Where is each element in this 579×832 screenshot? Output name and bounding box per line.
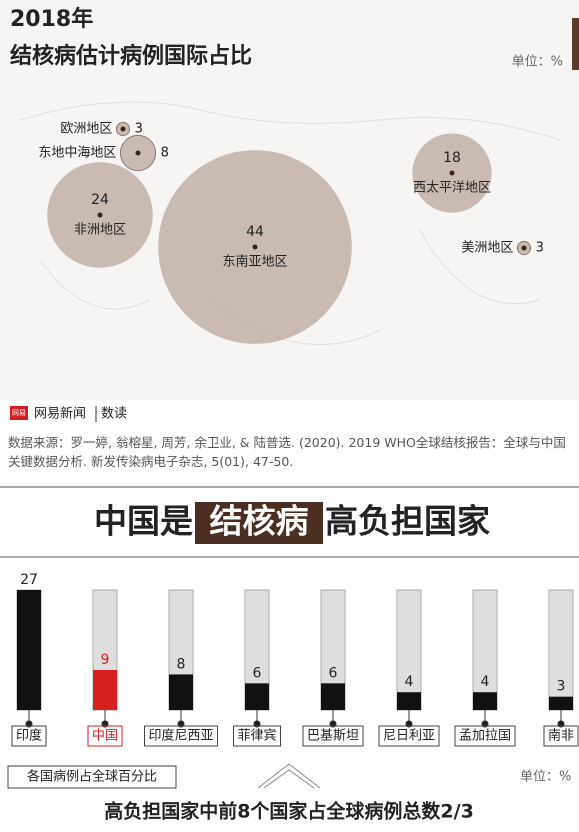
- banner-highlight-text: 结核病: [210, 502, 309, 541]
- category-label: 菲律宾: [237, 728, 276, 744]
- category-box: [543, 725, 579, 747]
- bar: [245, 683, 269, 710]
- footer: 高负担国家中前8个国家占全球病例总数2/3: [104, 800, 474, 823]
- accent-bar: [572, 18, 579, 70]
- map-subtitle: 结核病估计病例国际占比: [10, 43, 252, 69]
- category-box: [11, 725, 47, 747]
- value-label: 3: [135, 122, 143, 137]
- bubble-center: [521, 245, 527, 251]
- category-label: 南非: [548, 728, 574, 744]
- category-box: [302, 725, 364, 747]
- region-label: 东地中海地区: [38, 146, 116, 161]
- brand-section: 数读: [101, 407, 127, 422]
- chevron: [257, 763, 321, 789]
- bar: [473, 692, 497, 710]
- category-box: [143, 725, 219, 747]
- value-label: 8: [161, 146, 169, 161]
- map-outline: [19, 101, 561, 346]
- bar: [321, 683, 345, 710]
- value-label: 6: [253, 665, 262, 681]
- region-label: 西太平洋地区: [413, 181, 491, 196]
- value-label: 24: [91, 192, 109, 208]
- bubble-center: [97, 212, 103, 218]
- banner-highlight: [195, 502, 323, 544]
- region-label: 美洲地区: [461, 241, 513, 256]
- category-box: [232, 725, 282, 747]
- source: 数据来源：罗一婷, 翁榕星, 周芳, 余卫业, & 陆普选. (2020). 2…: [8, 435, 566, 469]
- value-label: 18: [443, 150, 461, 166]
- category-label: 印度尼西亚: [148, 728, 213, 744]
- value-label: 3: [557, 679, 566, 695]
- brand-logo: 网易: [12, 409, 26, 417]
- category-label: 中国: [92, 729, 118, 744]
- category-label: 尼日利亚: [383, 729, 435, 744]
- value-label: 27: [20, 572, 38, 588]
- bar-label: 各国病例占全球百分比: [27, 769, 157, 785]
- region-label: 东南亚地区: [222, 254, 287, 270]
- legend-box: [7, 765, 177, 789]
- brand-logo-box: [10, 406, 28, 420]
- bubble-center: [135, 150, 141, 156]
- bubble-center: [449, 170, 455, 176]
- value-label: 8: [177, 656, 186, 672]
- brand-name: 网易新闻: [34, 406, 86, 422]
- bar-track: [472, 589, 498, 711]
- bar-track: [396, 589, 422, 711]
- banner-text: 高负担国家: [325, 502, 490, 541]
- value-label: 6: [329, 665, 338, 681]
- bar: [169, 674, 193, 710]
- bubble-center: [252, 244, 258, 250]
- region-label: 非洲地区: [74, 223, 126, 238]
- category-label: 印度: [16, 728, 42, 744]
- bar-unit: 单位：%: [520, 770, 571, 785]
- category-box: [87, 725, 123, 747]
- category-box: [378, 725, 440, 747]
- category-label: 巴基斯坦: [307, 729, 359, 744]
- category-label: 孟加拉国: [459, 729, 511, 744]
- bar: [17, 590, 41, 710]
- banner-text: 中国是: [94, 502, 193, 541]
- map-unit: 单位：%: [512, 55, 563, 70]
- bubble-center: [120, 126, 126, 132]
- value-label: 3: [536, 241, 544, 256]
- map-title: 2018年: [10, 6, 93, 32]
- value-label: 4: [405, 674, 414, 690]
- category-box: [454, 725, 516, 747]
- bar: [93, 670, 117, 710]
- region-label: 欧洲地区: [60, 122, 112, 137]
- value-label: 9: [101, 652, 110, 668]
- value-label: 44: [246, 224, 264, 240]
- bar: [397, 692, 421, 710]
- bar-track: [548, 589, 574, 711]
- bar: [549, 696, 573, 710]
- value-label: 4: [481, 674, 490, 690]
